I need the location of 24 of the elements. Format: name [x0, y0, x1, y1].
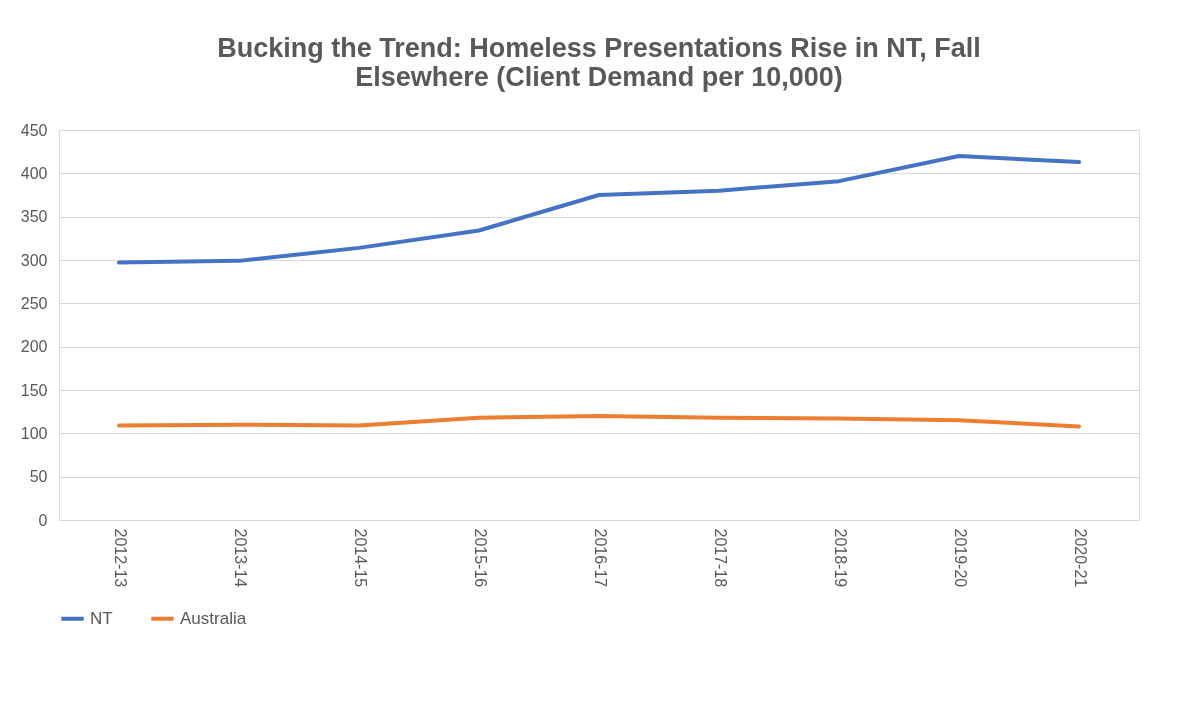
x-tick-label: 2017-18	[711, 528, 729, 588]
y-tick-label: 200	[20, 338, 48, 356]
x-tick-label: 2014-15	[351, 528, 369, 588]
y-tick-label: 350	[20, 208, 48, 226]
y-tick-label: 100	[20, 424, 48, 442]
x-tick-label: 2018-19	[831, 528, 849, 588]
x-tick-label: 2015-16	[471, 528, 489, 588]
y-tick-label: 250	[20, 294, 48, 312]
y-tick-label: 50	[29, 468, 48, 486]
y-tick-label: 150	[20, 381, 48, 399]
line-series	[117, 414, 1081, 429]
y-tick-label: 450	[20, 121, 48, 139]
chart-title: Bucking the Trend: Homeless Presentations Rise in NT, Fall Elsewhere (Client Demand per 10,000)	[217, 33, 981, 92]
y-tick-label: 300	[20, 251, 48, 269]
x-tick-label: 2020-21	[1071, 528, 1089, 588]
line-series	[117, 154, 1081, 265]
y-tick-label: 400	[20, 164, 48, 182]
legend-label: Australia	[180, 608, 247, 628]
x-tick-label: 2013-14	[231, 528, 249, 588]
x-tick-label: 2016-17	[591, 528, 609, 588]
x-tick-label: 2019-20	[951, 528, 969, 588]
y-tick-label: 0	[38, 511, 48, 529]
x-tick-label: 2012-13	[111, 528, 129, 588]
legend-label: NT	[90, 608, 113, 628]
